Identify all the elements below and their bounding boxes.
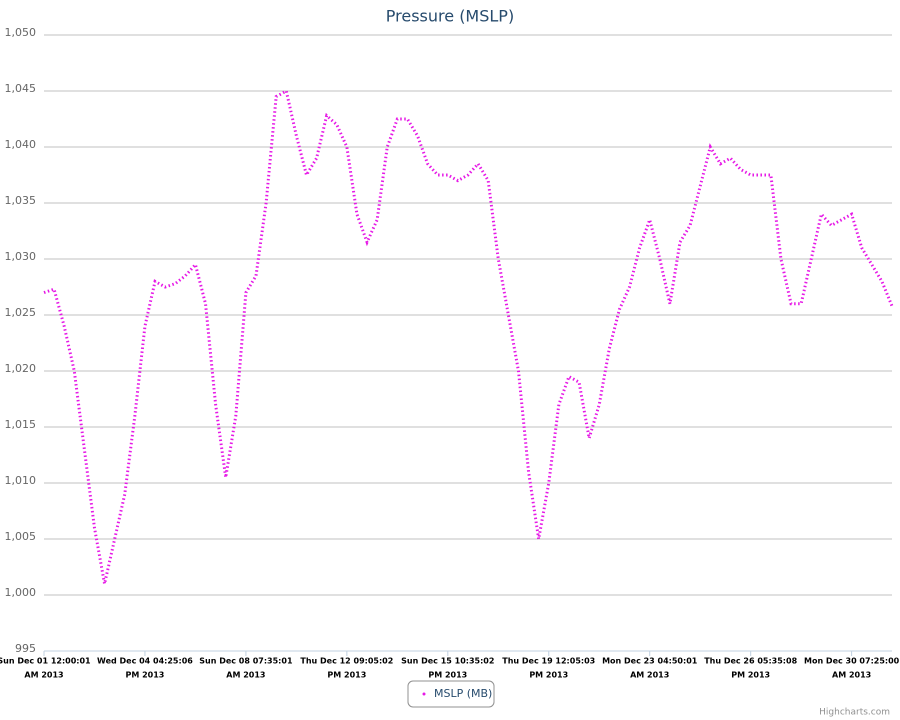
- x-tick-label: AM 2013: [24, 671, 63, 680]
- x-tick-label: PM 2013: [126, 671, 165, 680]
- y-tick-label: 1,020: [5, 362, 37, 375]
- legend-marker: [422, 692, 426, 696]
- series-line: [43, 88, 894, 585]
- x-tick-label: PM 2013: [428, 671, 467, 680]
- x-tick-label: AM 2013: [832, 671, 871, 680]
- x-tick-label: Sun Dec 15 10:35:02: [401, 657, 494, 666]
- y-tick-label: 1,005: [5, 530, 37, 543]
- y-tick-label: 1,000: [5, 586, 37, 599]
- legend: MSLP (MB): [407, 680, 495, 708]
- y-tick-label: 1,010: [5, 474, 37, 487]
- x-tick-label: Thu Dec 12 09:05:02: [300, 657, 393, 666]
- y-tick-label: 1,035: [5, 194, 37, 207]
- x-tick-label: AM 2013: [630, 671, 669, 680]
- x-tick-label: Wed Dec 04 04:25:06: [97, 657, 193, 666]
- credits: Highcharts.com: [819, 708, 890, 718]
- x-tick-label: PM 2013: [731, 671, 770, 680]
- chart-title: Pressure (MSLP): [386, 7, 514, 26]
- y-tick-label: 1,015: [5, 418, 37, 431]
- x-tick-label: Sun Dec 01 12:00:01: [0, 657, 91, 666]
- legend-label: MSLP (MB): [434, 687, 492, 700]
- y-tick-label: 995: [15, 642, 36, 655]
- legend-box: [407, 680, 495, 708]
- y-tick-label: 1,045: [5, 82, 37, 95]
- x-tick-label: Sun Dec 08 07:35:01: [199, 657, 293, 666]
- x-tick-label: PM 2013: [529, 671, 568, 680]
- y-tick-label: 1,030: [5, 250, 37, 263]
- x-tick-label: Thu Dec 26 05:35:08: [704, 657, 797, 666]
- x-tick-label: PM 2013: [327, 671, 366, 680]
- x-tick-label: Mon Dec 30 07:25:00: [804, 657, 900, 666]
- y-tick-label: 1,025: [5, 306, 37, 319]
- y-tick-label: 1,050: [5, 26, 37, 39]
- y-tick-label: 1,040: [5, 138, 37, 151]
- x-tick-label: AM 2013: [226, 671, 265, 680]
- x-tick-label: Mon Dec 23 04:50:01: [602, 657, 698, 666]
- x-tick-label: Thu Dec 19 12:05:03: [502, 657, 595, 666]
